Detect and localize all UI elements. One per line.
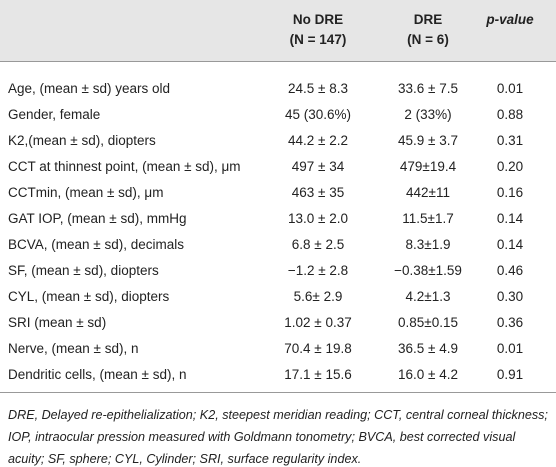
cell-value: 17.1 ± 15.6 xyxy=(284,367,352,382)
cell-value: 0.20 xyxy=(496,159,524,174)
bottom-rule xyxy=(0,392,556,393)
row-label: CYL, (mean ± sd), diopters xyxy=(8,289,170,304)
cell-value: 0.30 xyxy=(496,289,524,304)
header-rule xyxy=(0,61,556,62)
cell-value: 0.91 xyxy=(496,367,524,382)
cell-value: 36.5 ± 4.9 xyxy=(398,341,458,356)
column-header: No DRE xyxy=(292,12,344,27)
cell-value: 442±11 xyxy=(406,185,450,200)
row-label: K2,(mean ± sd), diopters xyxy=(8,133,156,148)
cell-value: 24.5 ± 8.3 xyxy=(288,81,348,96)
cell-value: 0.46 xyxy=(496,263,524,278)
cell-value: 2 (33%) xyxy=(404,107,452,122)
cell-value: 463 ± 35 xyxy=(291,185,345,200)
column-header: p-value xyxy=(486,12,534,27)
cell-value: 6.8 ± 2.5 xyxy=(291,237,345,252)
cell-value: 4.2±1.3 xyxy=(405,289,451,304)
cell-value: 497 ± 34 xyxy=(291,159,345,174)
cell-value: −0.38±1.59 xyxy=(394,263,462,278)
row-label: GAT IOP, (mean ± sd), mmHg xyxy=(8,211,187,226)
row-label: Gender, female xyxy=(8,107,101,122)
footnote: DRE, Delayed re-epithelialization; K2, s… xyxy=(8,408,548,466)
cell-value: −1.2 ± 2.8 xyxy=(287,263,349,278)
row-label: SRI (mean ± sd) xyxy=(8,315,107,330)
cell-value: 45 (30.6%) xyxy=(284,107,352,122)
cell-value: 13.0 ± 2.0 xyxy=(288,211,348,226)
cell-value: 0.14 xyxy=(496,237,524,252)
row-label: BCVA, (mean ± sd), decimals xyxy=(8,237,184,252)
cell-value: 70.4 ± 19.8 xyxy=(284,341,352,356)
header-background xyxy=(0,0,556,61)
cell-value: 0.14 xyxy=(496,211,524,226)
cell-value: 8.3±1.9 xyxy=(405,237,451,252)
cell-value: 11.5±1.7 xyxy=(402,211,454,226)
row-label: Dendritic cells, (mean ± sd), n xyxy=(8,367,187,382)
cell-value: 0.31 xyxy=(496,133,524,148)
cell-value: 0.01 xyxy=(496,341,524,356)
cell-value: 33.6 ± 7.5 xyxy=(398,81,458,96)
row-label: Age, (mean ± sd) years old xyxy=(8,81,170,96)
cell-value: 479±19.4 xyxy=(399,159,457,174)
row-label: SF, (mean ± sd), diopters xyxy=(8,263,159,278)
row-label: CCT at thinnest point, (mean ± sd), μm xyxy=(8,159,241,174)
cell-value: 0.36 xyxy=(496,315,524,330)
column-header: DRE xyxy=(413,12,443,27)
cell-value: 0.16 xyxy=(496,185,524,200)
column-header: (N = 6) xyxy=(407,32,449,47)
cell-value: 16.0 ± 4.2 xyxy=(398,367,458,382)
cell-value: 0.88 xyxy=(496,107,524,122)
cell-value: 44.2 ± 2.2 xyxy=(288,133,348,148)
column-header: (N = 147) xyxy=(289,32,347,47)
cell-value: 0.01 xyxy=(496,81,524,96)
row-label: CCTmin, (mean ± sd), μm xyxy=(8,185,164,200)
row-label: Nerve, (mean ± sd), n xyxy=(8,341,139,356)
cell-value: 1.02 ± 0.37 xyxy=(284,315,352,330)
cell-value: 0.85±0.15 xyxy=(398,315,458,330)
cell-value: 45.9 ± 3.7 xyxy=(398,133,458,148)
cell-value: 5.6± 2.9 xyxy=(293,289,343,304)
